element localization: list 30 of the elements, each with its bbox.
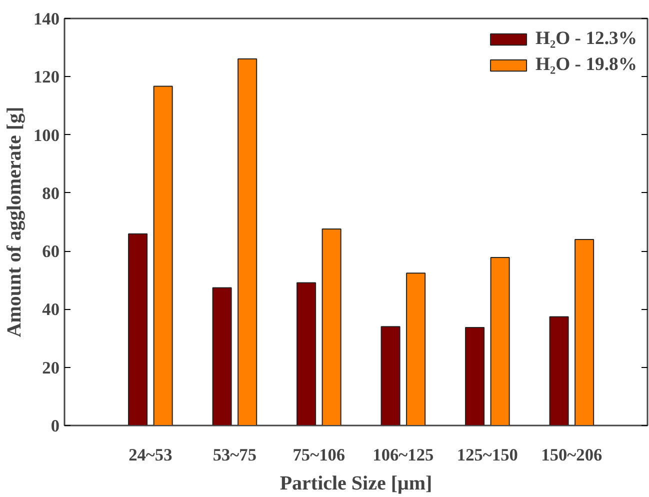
x-tick-label: 24~53: [128, 446, 173, 464]
x-tick-label: 150~206: [541, 446, 603, 464]
bar: [465, 327, 485, 426]
bar: [406, 272, 426, 426]
y-tick-label: 100: [34, 126, 60, 145]
x-tick-label: 125~150: [456, 446, 518, 464]
bar: [322, 228, 342, 426]
x-axis-title: Particle Size [μm]: [280, 472, 432, 494]
bar: [153, 86, 173, 426]
legend-label: H₂O - 19.8%: [536, 54, 637, 76]
bar: [128, 233, 148, 426]
x-tick-label: 75~106: [292, 446, 346, 464]
y-tick-label: 40: [42, 300, 60, 320]
y-tick-label: 20: [42, 358, 60, 378]
x-tick-label: 106~125: [372, 446, 434, 464]
y-tick-label: 120: [34, 68, 60, 87]
bar: [549, 316, 569, 426]
y-tick-label: 140: [34, 10, 60, 28]
y-tick-label: 80: [42, 184, 60, 203]
bar: [212, 287, 232, 426]
bar: [238, 58, 258, 426]
x-tick-label: 53~75: [212, 446, 257, 464]
y-axis-title: Amount of agglomerate [g]: [4, 106, 26, 338]
legend-label: H₂O - 12.3%: [536, 28, 637, 50]
bar: [296, 282, 316, 426]
bar: [380, 326, 400, 426]
bar: [574, 238, 594, 426]
bar: [490, 256, 510, 426]
y-tick-label: 0: [50, 416, 60, 436]
y-tick-label: 60: [42, 242, 60, 262]
